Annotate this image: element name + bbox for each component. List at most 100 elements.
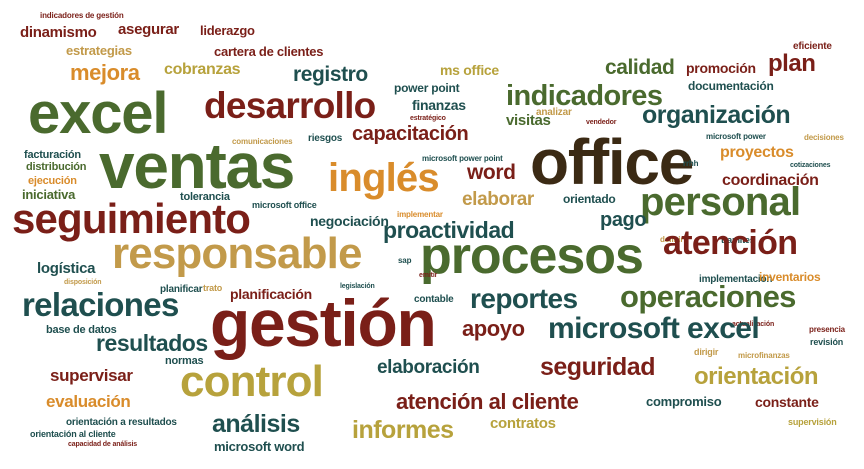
word: proactividad [383, 217, 515, 243]
word: supervisión [788, 417, 837, 427]
word: elaborar [462, 189, 534, 210]
word: procesos [420, 227, 644, 285]
word: reportes [470, 283, 578, 314]
word: promoción [686, 60, 756, 76]
word: emitir [419, 272, 438, 279]
word: pago [600, 209, 647, 231]
word: contable [414, 294, 454, 305]
word: informes [352, 416, 454, 444]
word: seguridad [540, 353, 655, 381]
word: orientación [694, 363, 819, 390]
word: elaboración [377, 357, 480, 378]
word: finanzas [412, 97, 466, 113]
word: planificación [230, 286, 312, 302]
word: word [467, 161, 516, 184]
word: vendedor [586, 119, 617, 126]
word: disposición [64, 279, 102, 286]
word: inventarios [759, 270, 821, 284]
word: decisiones [804, 133, 844, 142]
word: dinamismo [20, 24, 97, 41]
word: capacidad de análisis [68, 441, 138, 448]
word: excel [28, 81, 169, 146]
word: inglés [328, 156, 440, 200]
word: orientación a resultados [66, 417, 177, 428]
word: microfinanzas [738, 351, 790, 360]
word: operaciones [620, 279, 796, 314]
word: ejecución [28, 175, 77, 187]
word: estrategias [66, 43, 132, 58]
word: tolerancia [180, 191, 230, 203]
word: logística [37, 260, 96, 277]
word: atención al cliente [396, 389, 579, 414]
word: cartera de clientes [214, 44, 324, 59]
word: dirigir [694, 347, 719, 357]
word: actualización [732, 321, 775, 328]
word: ventas [99, 130, 295, 202]
word: mejora [70, 60, 140, 85]
word: presencia [809, 325, 845, 334]
word: planificar [160, 284, 203, 295]
word: distribución [26, 161, 87, 173]
word: desarrollo [204, 85, 376, 126]
word: iniciativa [22, 187, 76, 202]
word: contratos [490, 415, 556, 432]
word: gestión [210, 286, 437, 360]
word: cotizaciones [790, 162, 831, 169]
word: microsoft word [214, 439, 305, 454]
word: estratégico [410, 115, 446, 122]
word: indicadores de gestión [40, 11, 124, 20]
word: personal [640, 180, 801, 224]
word: apoyo [462, 316, 525, 341]
word: definir [660, 235, 684, 244]
word: cobranzas [164, 61, 241, 78]
word: responsable [112, 229, 362, 278]
word: control [180, 357, 324, 406]
word: documentación [688, 79, 774, 93]
word: implementar [397, 210, 443, 219]
word: constante [755, 394, 819, 410]
word: rrhh [683, 159, 699, 168]
word: indicadores [506, 80, 663, 112]
word: trato [203, 283, 223, 293]
word: negociación [310, 213, 389, 229]
word: relaciones [22, 286, 179, 323]
word: implementación [699, 274, 773, 285]
word: power point [394, 81, 460, 95]
word: calidad [605, 56, 675, 79]
word: atención [663, 224, 798, 262]
word: capacitación [352, 123, 469, 145]
word: análisis [212, 410, 300, 438]
word: normas [165, 355, 204, 367]
word: orientación al cliente [30, 429, 116, 439]
word: registro [293, 63, 368, 86]
word: microsoft office [252, 200, 317, 210]
word: office [530, 126, 694, 198]
word: resultados [96, 330, 208, 356]
word: facturación [24, 149, 81, 161]
word: microsoft power [706, 132, 766, 141]
word: eficiente [793, 41, 832, 52]
word: legislación [340, 283, 375, 290]
word: evaluación [46, 392, 131, 411]
word: seguimiento [12, 195, 251, 242]
word: supervisar [50, 366, 133, 385]
word: compromiso [646, 394, 722, 409]
word: microsoft excel [548, 312, 760, 345]
word: proyectos [720, 144, 794, 161]
word: tramites [721, 235, 755, 245]
word: ms office [440, 62, 499, 78]
word: asegurar [118, 21, 179, 38]
word: revisión [810, 337, 844, 347]
word: plan [768, 50, 816, 77]
word: orientado [563, 192, 616, 206]
word: liderazgo [200, 23, 255, 38]
word: visitas [506, 112, 551, 129]
word: microsoft power point [422, 154, 503, 163]
word: comunicaciones [232, 137, 293, 146]
word: riesgos [308, 133, 343, 144]
word: coordinación [722, 172, 819, 189]
word: organización [642, 101, 791, 129]
word: base de datos [46, 324, 117, 336]
word: analizar [536, 107, 572, 118]
